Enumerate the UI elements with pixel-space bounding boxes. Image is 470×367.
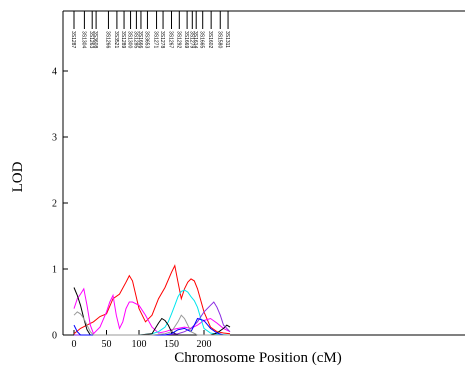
- series-line-5: [73, 317, 230, 336]
- x-axis: 0 50 100 150 200: [72, 330, 212, 350]
- marker-label: 3S1271: [153, 31, 159, 48]
- series-lines: [73, 264, 231, 336]
- y-tick-label: 1: [52, 265, 57, 276]
- x-tick-label: 150: [164, 339, 179, 350]
- x-tick-label: 50: [102, 339, 112, 350]
- series-line-2: [74, 289, 231, 336]
- marker-label: 3S1287: [70, 31, 76, 48]
- x-axis-label: Chromosome Position (cM): [174, 350, 342, 366]
- marker-label: 3S1614: [192, 31, 198, 48]
- marker-label: 3S1267: [168, 31, 174, 48]
- x-tick-label: 200: [197, 339, 212, 350]
- marker-label: 3S1311: [224, 31, 230, 48]
- marker-label: 3S1300: [127, 31, 133, 48]
- y-axis-label: LOD: [10, 161, 26, 192]
- marker-label: 3S1278: [159, 31, 165, 48]
- marker-label: 3S1279: [188, 31, 194, 48]
- marker-label: 3S3653: [143, 31, 149, 48]
- marker-label: 3S1669: [183, 31, 189, 48]
- y-tick-label: 2: [52, 199, 57, 210]
- marker-label: 3S1602: [207, 31, 213, 48]
- marker-label: 3S1285: [132, 31, 138, 48]
- series-line-6: [73, 311, 230, 336]
- y-tick-label: 3: [52, 133, 57, 144]
- marker-label: 3S1292: [175, 31, 181, 48]
- marker-label: 3S1665: [199, 31, 205, 48]
- marker-label: 3S3608: [92, 31, 98, 48]
- y-axis: 0 1 2 3 4: [52, 67, 68, 342]
- marker-label: 3S3521: [113, 31, 119, 48]
- marker-label: 3S1289: [120, 31, 126, 48]
- marker-label: 3S1666: [137, 31, 143, 48]
- series-line-3: [73, 287, 231, 336]
- marker-label: 3S1304: [80, 31, 86, 48]
- marker-label: 3S1266: [104, 31, 110, 48]
- x-tick-label: 100: [132, 339, 147, 350]
- x-tick-label: 0: [72, 339, 77, 350]
- marker-label: 3S1263: [88, 31, 94, 48]
- y-tick-label: 0: [52, 331, 57, 342]
- y-tick-label: 4: [52, 67, 57, 78]
- series-line-1: [73, 287, 231, 335]
- marker-label: 3S1580: [216, 31, 222, 48]
